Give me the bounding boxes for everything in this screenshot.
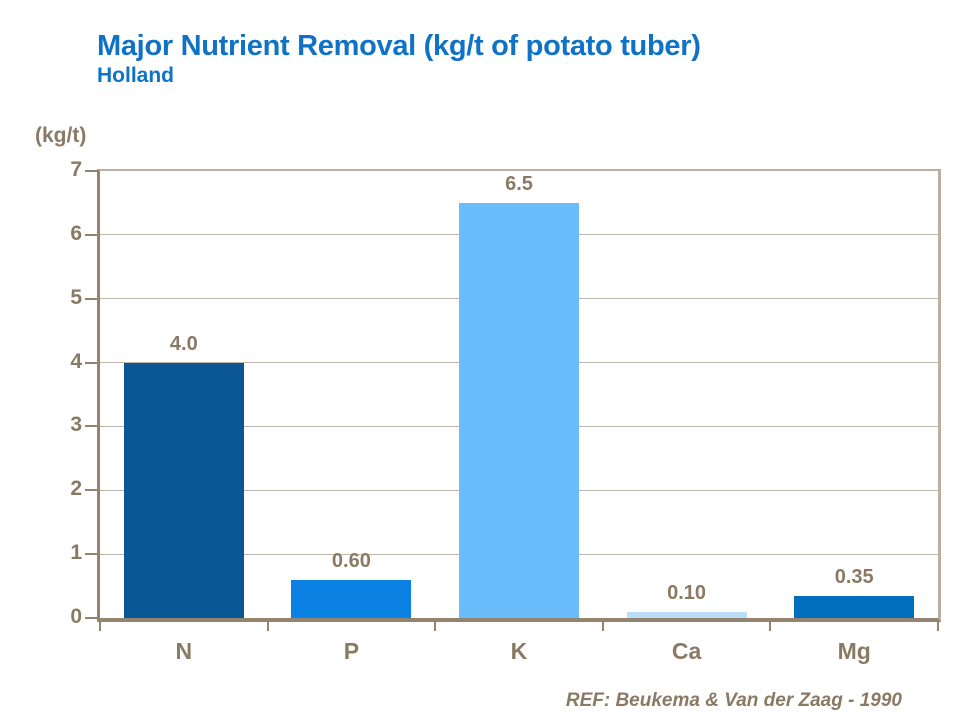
y-tick-mark [85,425,97,428]
y-tick-label-3: 3 [70,413,82,437]
y-tick-label-4: 4 [70,349,82,373]
y-tick-mark [85,233,97,236]
value-label-K: 6.5 [505,172,533,195]
x-category-label-N: N [175,638,193,664]
bar-P [291,579,412,618]
y-tick-label-0: 0 [70,605,82,628]
value-label-Mg: 0.35 [834,565,874,588]
y-tick-label-7: 7 [70,158,82,181]
value-label-Ca: 0.10 [667,581,707,604]
value-label-N: 4.0 [169,332,198,355]
plot-area: 4.0 0.60 6.5 0.10 0.35 [97,169,941,622]
y-axis-unit-label: (kg/t) [35,124,87,147]
y-tick-mark [85,297,97,300]
x-category-label-P: P [343,638,360,664]
chart-title: Major Nutrient Removal (kg/t of potato t… [97,30,701,62]
y-tick-label-2: 2 [70,477,82,501]
y-tick-mark [85,617,97,619]
y-tick-mark [85,361,97,364]
bar-Ca [626,611,747,618]
bar-K [459,202,579,618]
y-tick-mark [85,553,97,556]
x-tick-mark [937,622,939,631]
x-tick-mark [769,622,772,631]
x-tick-mark [99,622,101,631]
y-tick-label-6: 6 [70,221,82,245]
x-category-label-Ca: Ca [671,638,702,664]
x-category-label-Mg: Mg [837,638,871,664]
reference-text: REF: Beukema & Van der Zaag - 1990 [565,690,902,711]
y-tick-mark [85,170,97,172]
y-tick-mark [85,489,97,492]
y-tick-label-1: 1 [70,541,82,565]
value-label-P: 0.60 [331,549,371,572]
y-tick-label-5: 5 [70,285,82,309]
x-tick-mark [601,622,604,631]
x-category-label-K: K [510,638,528,664]
bar-N [123,362,244,618]
x-tick-mark [434,622,437,631]
bar-Mg [794,595,915,618]
x-tick-mark [266,622,269,631]
chart-subtitle: Holland [97,64,174,87]
